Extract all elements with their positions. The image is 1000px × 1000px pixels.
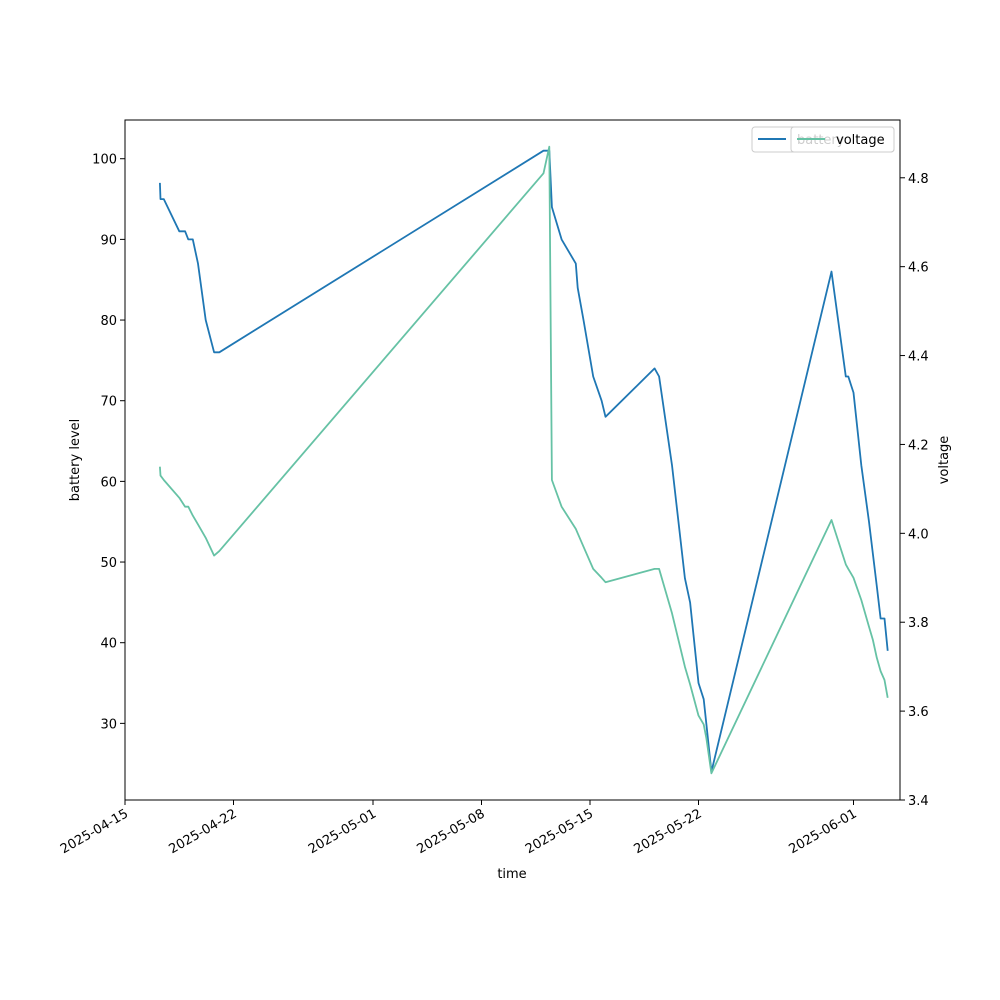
y-tick-label: 80 (100, 314, 117, 329)
y2-tick-label: 3.6 (908, 705, 929, 720)
y-axis-right: 3.4 3.6 3.8 4.0 4.2 4.4 4.6 4.8 (900, 172, 929, 809)
y-tick-label: 50 (100, 556, 117, 571)
y2-tick-label: 4.0 (908, 527, 929, 542)
plot-frame (124, 119, 901, 801)
plot-area (159, 145, 889, 775)
legend-label-voltage: voltage (836, 133, 885, 148)
series-line-battery (159, 149, 889, 773)
y2-tick-label: 4.6 (908, 261, 929, 276)
y-axis-left: 30 40 50 60 70 80 90 100 (92, 153, 125, 732)
y-tick-label: 70 (100, 395, 117, 410)
series-line-voltage (159, 145, 889, 775)
y-axis-label: battery level (68, 419, 83, 502)
y-tick-label: 30 (100, 717, 117, 732)
y2-tick-label: 3.8 (908, 616, 929, 631)
legend-box-voltage (790, 126, 895, 153)
y-tick-label: 90 (100, 233, 117, 248)
y2-tick-label: 4.2 (908, 438, 929, 453)
y2-axis-label: voltage (937, 436, 952, 485)
y-tick-label: 100 (92, 153, 117, 168)
y2-tick-label: 4.8 (908, 172, 929, 187)
x-axis-label: time (497, 867, 526, 882)
y2-tick-label: 3.4 (908, 794, 929, 809)
legend-voltage: voltage (790, 126, 895, 153)
y-tick-label: 60 (100, 475, 117, 490)
y2-tick-label: 4.4 (908, 350, 929, 365)
y-tick-label: 40 (100, 637, 117, 652)
